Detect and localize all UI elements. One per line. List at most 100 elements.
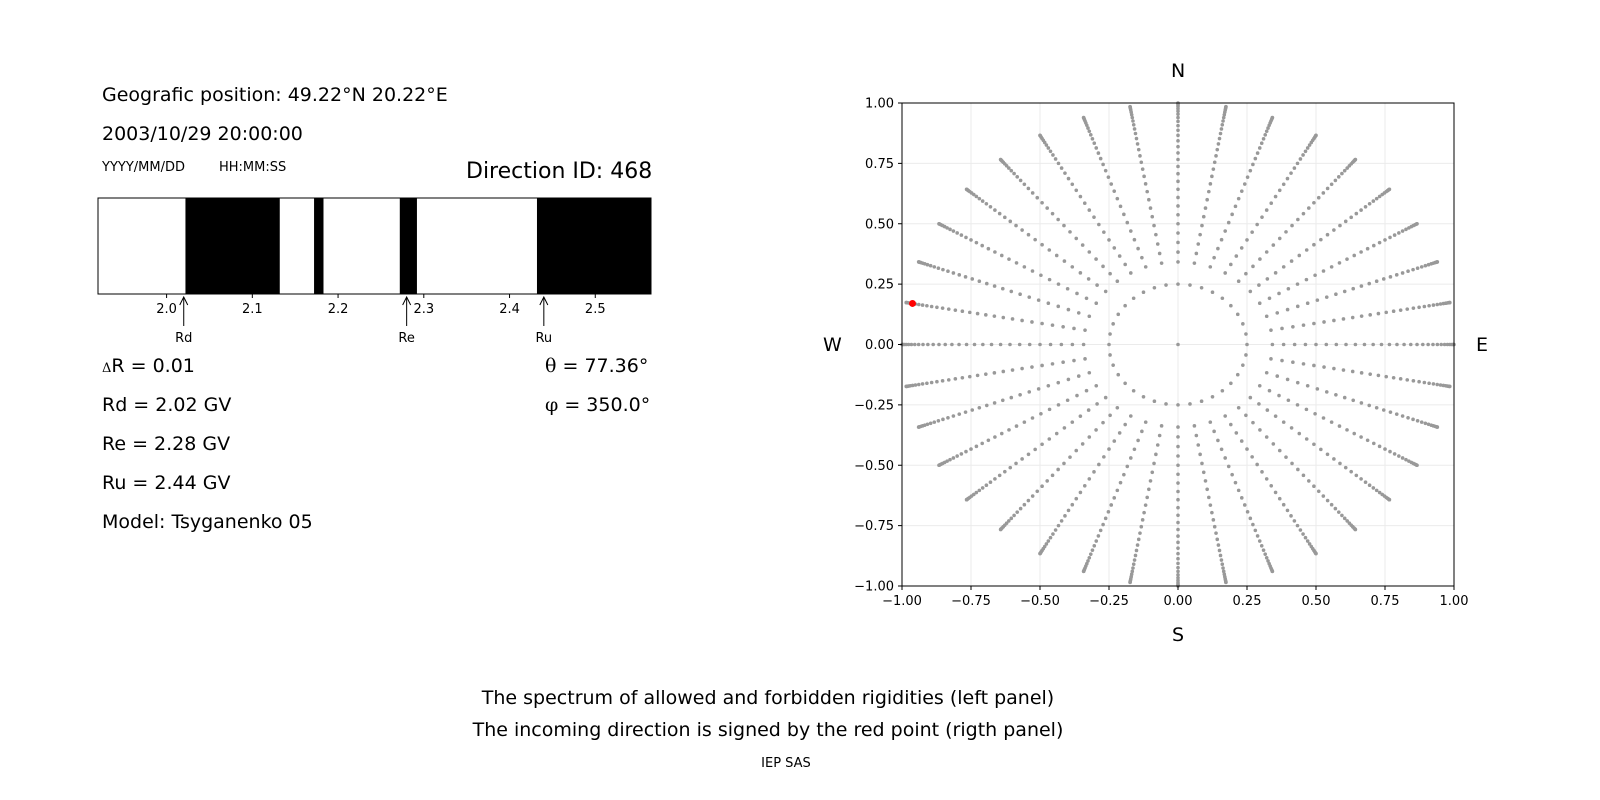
grid-point — [1329, 182, 1334, 187]
grid-point — [1176, 115, 1180, 120]
grid-point — [1387, 187, 1392, 192]
grid-point — [1040, 442, 1044, 447]
grid-point — [1221, 119, 1225, 123]
grid-point — [1157, 433, 1162, 438]
grid-point — [1087, 250, 1092, 254]
grid-point — [1307, 143, 1312, 147]
grid-point — [1143, 182, 1148, 186]
grid-point — [1176, 472, 1180, 477]
grid-point — [1292, 519, 1297, 523]
grid-point — [1130, 569, 1135, 574]
grid-point — [1198, 452, 1202, 457]
grid-point — [1448, 300, 1452, 305]
grid-point — [1062, 461, 1066, 466]
grid-point — [1257, 383, 1262, 388]
grid-point — [941, 267, 945, 272]
grid-point — [1048, 342, 1053, 347]
grid-point — [1316, 489, 1321, 494]
grid-point — [1176, 425, 1180, 429]
grid-point — [1267, 296, 1272, 301]
grid-point — [1066, 176, 1071, 181]
map-y-tick-label: 1.00 — [865, 97, 894, 112]
grid-point — [1176, 497, 1180, 502]
grid-point — [1367, 281, 1372, 286]
grid-point — [1377, 194, 1382, 199]
grid-point — [1406, 415, 1410, 420]
grid-point — [1046, 383, 1051, 388]
grid-point — [975, 311, 980, 316]
grid-point — [1263, 552, 1268, 556]
grid-point — [980, 243, 985, 248]
grid-point — [1132, 558, 1137, 562]
grid-point — [1176, 573, 1180, 577]
grid-point — [1371, 486, 1376, 490]
grid-point — [1352, 253, 1357, 258]
grid-point — [1325, 232, 1330, 237]
grid-point — [1150, 214, 1155, 219]
grid-point — [1353, 157, 1358, 162]
grid-point — [1154, 232, 1158, 237]
grid-point — [1176, 221, 1180, 226]
grid-point — [977, 488, 982, 493]
map-y-tick-label: −0.75 — [854, 519, 894, 534]
grid-point — [1210, 290, 1215, 295]
grid-point — [1365, 438, 1370, 443]
grid-point — [1103, 395, 1108, 400]
grid-point — [1176, 133, 1180, 138]
grid-point — [1176, 123, 1180, 128]
spectrum-tick-label: 2.4 — [499, 302, 520, 317]
grid-point — [1026, 232, 1031, 237]
grid-point — [1260, 470, 1264, 474]
grid-point — [960, 309, 965, 314]
grid-point — [916, 260, 921, 264]
grid-point — [1082, 201, 1087, 206]
grid-point — [1176, 551, 1180, 556]
grid-point — [1014, 461, 1018, 466]
grid-point — [916, 425, 921, 429]
grid-point — [1354, 211, 1359, 216]
grid-point — [1367, 403, 1372, 408]
grid-point — [1198, 232, 1202, 237]
grid-point — [1411, 267, 1415, 272]
grid-point — [1397, 454, 1401, 458]
grid-point — [1313, 273, 1317, 278]
grid-point — [1208, 182, 1213, 186]
grid-point — [1207, 189, 1211, 194]
grid-point — [926, 342, 930, 347]
grid-point — [1051, 153, 1055, 157]
delta-symbol: Δ — [102, 361, 112, 376]
forbidden-band — [314, 198, 324, 294]
grid-point — [964, 235, 968, 240]
grid-point — [1176, 403, 1180, 407]
grid-point — [997, 473, 1002, 478]
grid-point — [1096, 151, 1101, 155]
grid-point — [1215, 147, 1220, 152]
grid-point — [1063, 514, 1067, 518]
grid-point — [1059, 342, 1064, 347]
grid-point — [1143, 420, 1148, 424]
grid-point — [1291, 360, 1295, 365]
grid-point — [1345, 428, 1349, 432]
grid-point — [1359, 371, 1364, 375]
grid-point — [1438, 302, 1443, 306]
grid-point — [1292, 342, 1297, 347]
grid-point — [1122, 212, 1126, 217]
grid-point — [977, 196, 982, 201]
grid-point — [1134, 136, 1139, 141]
grid-point — [1259, 543, 1264, 548]
grid-point — [1422, 304, 1427, 309]
grid-point — [1285, 377, 1290, 382]
grid-point — [1030, 494, 1035, 498]
grid-point — [1133, 553, 1138, 558]
grid-point — [1007, 519, 1011, 523]
grid-point — [1257, 283, 1261, 287]
footer-line-2: The incoming direction is signed by the … — [472, 719, 1064, 741]
grid-point — [904, 300, 908, 305]
grid-point — [1377, 490, 1382, 495]
grid-point — [1097, 222, 1101, 227]
grid-point — [1376, 373, 1381, 378]
grid-point — [1176, 561, 1180, 566]
grid-point — [1394, 412, 1399, 416]
grid-point — [1152, 461, 1156, 466]
grid-point — [1295, 161, 1300, 166]
